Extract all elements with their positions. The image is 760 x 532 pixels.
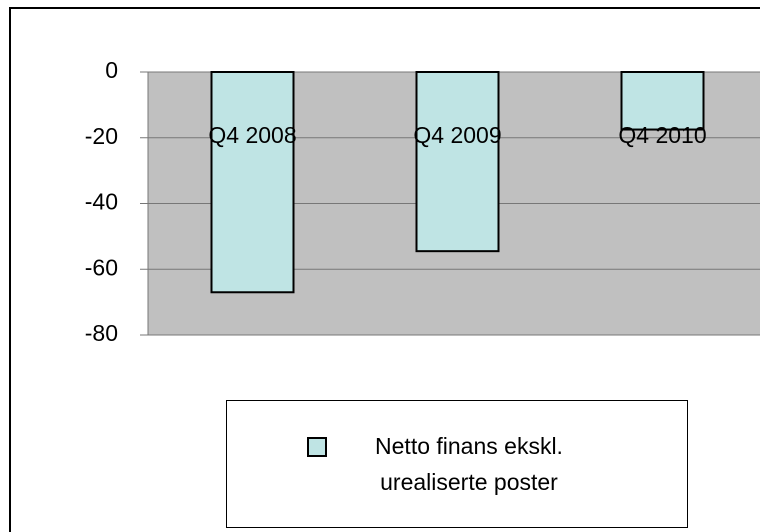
x-tick-label: Q4 2008 [208, 122, 296, 148]
y-tick-label: 0 [105, 57, 118, 83]
bar [210, 71, 295, 294]
legend-label: Netto finans ekskl. urealiserte poster [375, 433, 563, 495]
y-tick-label: -20 [85, 123, 118, 149]
legend-swatch [307, 437, 327, 457]
x-tick-label: Q4 2010 [618, 122, 706, 148]
y-tick-label: -60 [85, 254, 118, 280]
y-tick-label: -80 [85, 320, 118, 346]
bar [620, 71, 705, 131]
bar [415, 71, 500, 253]
y-tick-label: -40 [85, 189, 118, 215]
legend-entry: Netto finans ekskl. urealiserte poster [307, 428, 607, 500]
x-tick-label: Q4 2009 [413, 122, 501, 148]
legend: Netto finans ekskl. urealiserte poster [226, 400, 688, 528]
